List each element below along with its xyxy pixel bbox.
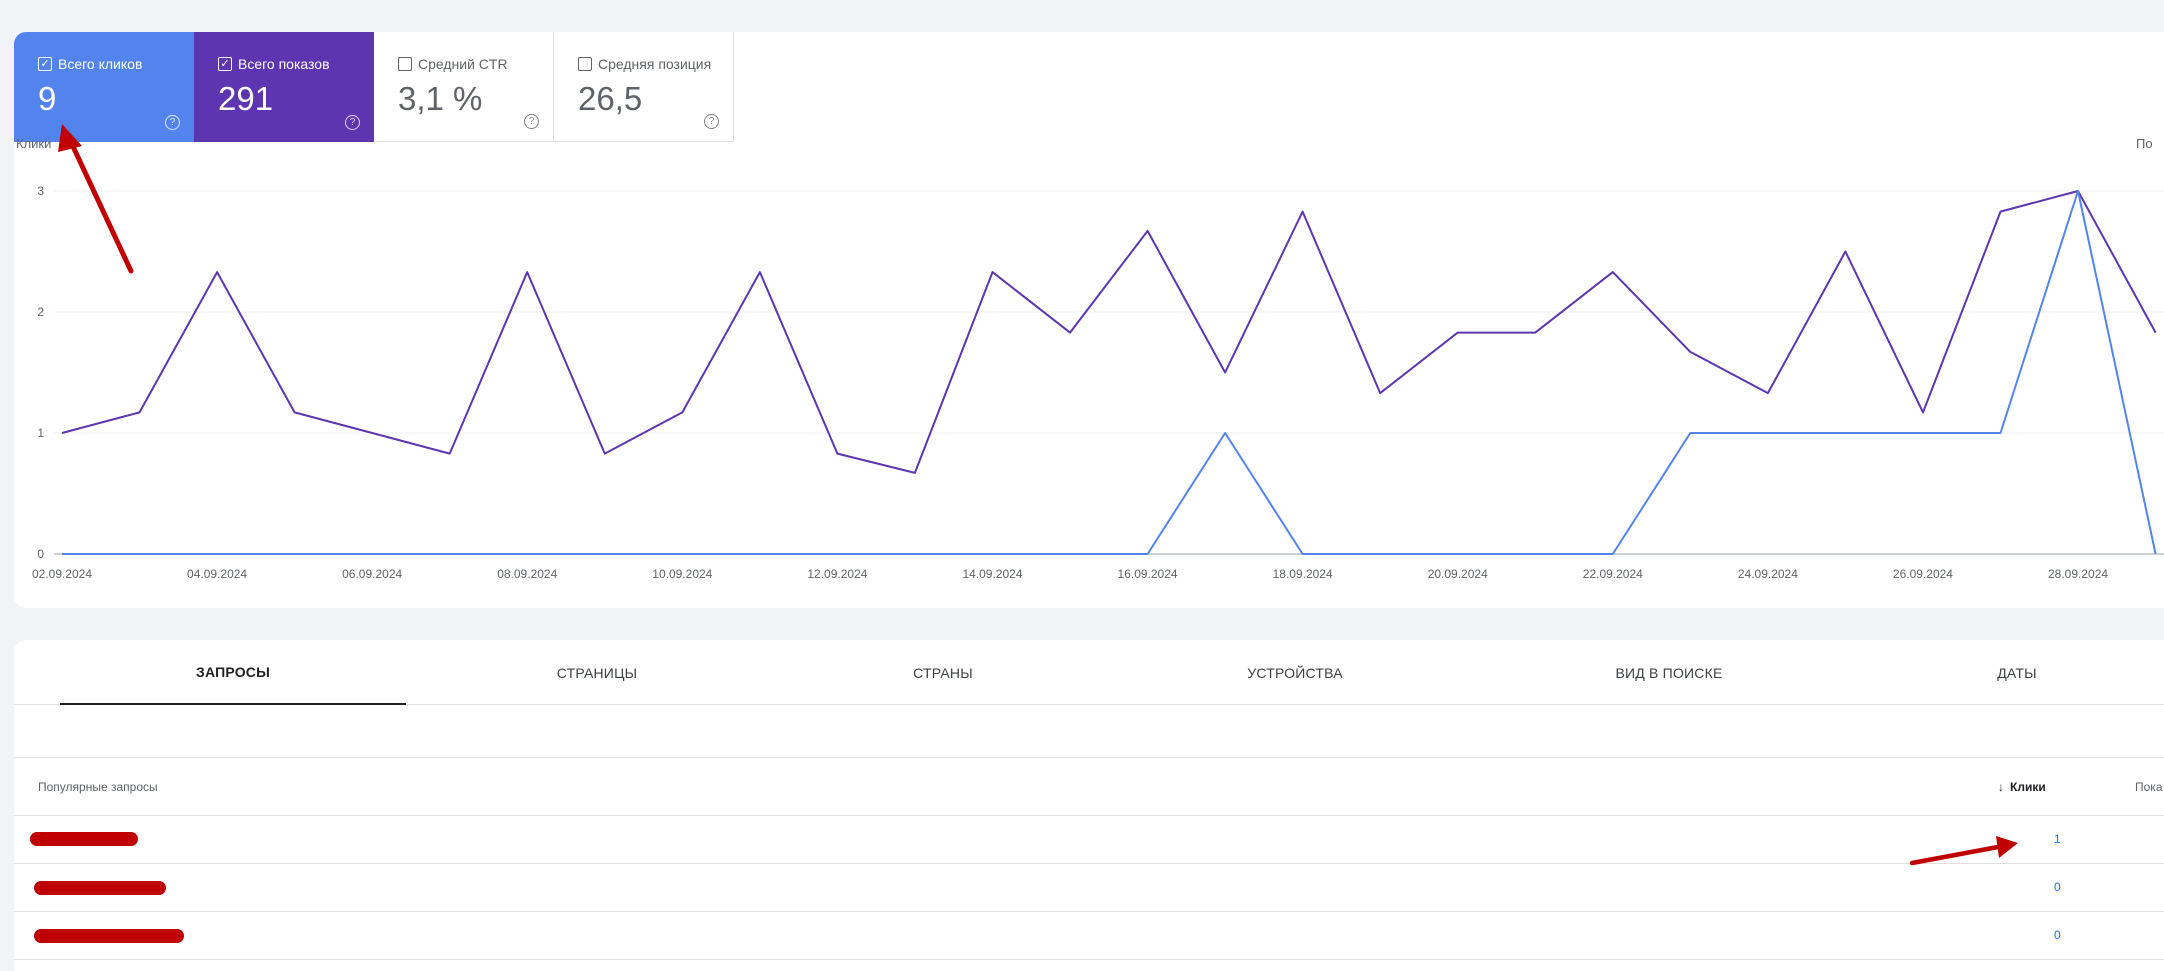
metric-cards: ✓ Всего кликов 9 ? ✓ Всего показов 291 ?… xyxy=(14,32,734,142)
help-icon[interactable]: ? xyxy=(345,115,360,130)
tab-pages[interactable]: СТРАНИЦЫ xyxy=(556,664,638,681)
x-tick-label: 10.09.2024 xyxy=(652,567,712,581)
report-tabs: ЗАПРОСЫ СТРАНИЦЫ СТРАНЫ УСТРОЙСТВА ВИД В… xyxy=(14,640,2164,705)
x-tick-label: 26.09.2024 xyxy=(1893,567,1953,581)
tab-dates[interactable]: ДАТЫ xyxy=(1997,664,2037,681)
column-header-impressions[interactable]: Пока xyxy=(2135,780,2163,794)
redacted-query xyxy=(34,929,184,943)
column-header-queries[interactable]: Популярные запросы xyxy=(38,780,158,794)
sort-arrow-down-icon: ↓ xyxy=(1998,780,2004,794)
performance-chart[interactable]: 3 2 1 0 02.09.2024 04.09.2024 06.09.2024 08.09… xyxy=(0,0,2164,600)
filter-bar[interactable] xyxy=(14,706,2164,758)
x-tick-label: 06.09.2024 xyxy=(342,567,402,581)
x-tick-label: 12.09.2024 xyxy=(807,567,867,581)
metric-average-ctr[interactable]: Средний CTR 3,1 % ? xyxy=(374,32,554,142)
table-row[interactable]: 0 xyxy=(14,912,2164,960)
y-tick-label: 0 xyxy=(37,547,44,561)
checkbox-unchecked-icon[interactable] xyxy=(578,57,592,71)
help-icon[interactable]: ? xyxy=(524,114,539,129)
x-tick-label: 20.09.2024 xyxy=(1428,567,1488,581)
annotation-arrow xyxy=(67,137,134,274)
row-clicks-value: 1 xyxy=(2054,832,2061,846)
x-tick-label: 16.09.2024 xyxy=(1118,567,1178,581)
x-tick-label: 18.09.2024 xyxy=(1273,567,1333,581)
metric-value: 291 xyxy=(218,80,274,117)
metric-value: 3,1 % xyxy=(398,80,483,117)
metric-value: 9 xyxy=(38,80,57,117)
metric-value: 26,5 xyxy=(578,80,643,117)
help-icon[interactable]: ? xyxy=(704,114,719,129)
column-header-clicks[interactable]: ↓ Клики xyxy=(1998,780,2046,794)
table-row[interactable]: 0 xyxy=(14,864,2164,912)
metric-label: Средняя позиция xyxy=(598,56,712,72)
x-tick-label: 22.09.2024 xyxy=(1583,567,1643,581)
x-tick-label: 02.09.2024 xyxy=(32,567,92,581)
tab-countries[interactable]: СТРАНЫ xyxy=(913,664,973,681)
axis-right-title: По xyxy=(2136,136,2153,151)
axis-left-title: Клики xyxy=(16,136,52,151)
series-line-impressions[interactable] xyxy=(61,190,2157,474)
tab-queries[interactable]: ЗАПРОСЫ xyxy=(60,640,406,705)
tab-devices[interactable]: УСТРОЙСТВА xyxy=(1247,664,1343,681)
metric-total-clicks[interactable]: ✓ Всего кликов 9 ? xyxy=(14,32,194,142)
table-row[interactable]: 1 xyxy=(14,816,2164,864)
checkbox-checked-icon[interactable]: ✓ xyxy=(38,57,52,71)
row-clicks-value: 0 xyxy=(2054,928,2061,942)
redacted-query xyxy=(30,832,138,846)
report-card: ЗАПРОСЫ СТРАНИЦЫ СТРАНЫ УСТРОЙСТВА ВИД В… xyxy=(14,640,2164,971)
table-header: Популярные запросы ↓ Клики Пока xyxy=(14,758,2164,816)
metric-average-position[interactable]: Средняя позиция 26,5 ? xyxy=(554,32,734,142)
metric-label: Всего кликов xyxy=(58,56,143,72)
x-tick-label: 04.09.2024 xyxy=(187,567,247,581)
tab-search-appearance[interactable]: ВИД В ПОИСКЕ xyxy=(1615,664,1723,681)
redacted-query xyxy=(34,881,166,895)
x-tick-label: 08.09.2024 xyxy=(497,567,557,581)
help-icon[interactable]: ? xyxy=(165,115,180,130)
x-tick-label: 14.09.2024 xyxy=(962,567,1022,581)
metric-label: Средний CTR xyxy=(418,56,508,72)
y-tick-label: 2 xyxy=(37,305,44,319)
performance-card: ✓ Всего кликов 9 ? ✓ Всего показов 291 ?… xyxy=(14,32,2164,608)
annotation-arrow-head xyxy=(58,124,82,152)
metric-total-impressions[interactable]: ✓ Всего показов 291 ? xyxy=(194,32,374,142)
series-line-clicks[interactable] xyxy=(62,190,2157,555)
x-tick-label: 24.09.2024 xyxy=(1738,567,1798,581)
y-tick-label: 3 xyxy=(37,184,44,198)
checkbox-checked-icon[interactable]: ✓ xyxy=(218,57,232,71)
x-tick-label: 28.09.2024 xyxy=(2048,567,2108,581)
checkbox-unchecked-icon[interactable] xyxy=(398,57,412,71)
metric-label: Всего показов xyxy=(238,56,330,72)
row-clicks-value: 0 xyxy=(2054,880,2061,894)
y-tick-label: 1 xyxy=(37,426,44,440)
